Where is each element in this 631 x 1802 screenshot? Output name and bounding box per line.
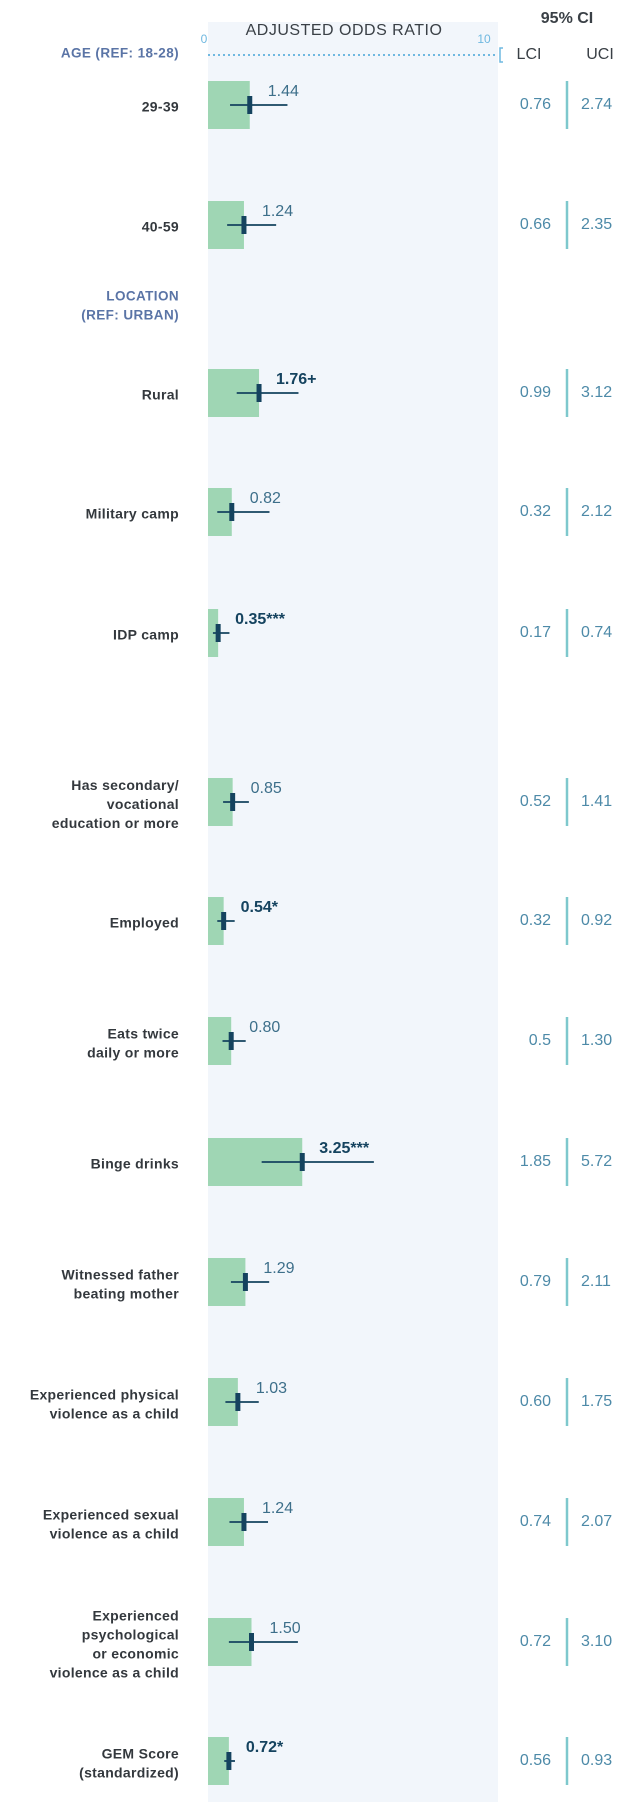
uci-header: UCI	[586, 46, 614, 63]
point-marker	[221, 912, 227, 930]
uci-label: 3.10	[581, 1633, 612, 1650]
lci-label: 0.79	[520, 1273, 551, 1290]
value-label: 1.29	[263, 1260, 294, 1277]
row-label: Rural	[142, 387, 179, 403]
point-marker	[241, 1513, 247, 1531]
bar	[208, 897, 224, 945]
row-label: Witnessed father beating mother	[62, 1266, 180, 1301]
row-label: IDP camp	[113, 627, 179, 643]
uci-label: 2.74	[581, 96, 612, 113]
value-label: 0.80	[249, 1019, 280, 1036]
row-label: 40-59	[142, 219, 179, 235]
ci-title: 95% CI	[541, 10, 593, 27]
group-header: AGE (REF: 18-28)	[61, 46, 179, 61]
lci-label: 0.5	[529, 1032, 551, 1049]
bar	[208, 1017, 232, 1065]
lci-label: 0.74	[520, 1513, 551, 1530]
row-label: 29-39	[142, 99, 179, 115]
lci-label: 1.85	[520, 1153, 551, 1170]
point-marker	[230, 793, 236, 811]
point-marker	[241, 216, 247, 234]
uci-label: 2.11	[581, 1273, 611, 1290]
uci-label: 2.07	[581, 1513, 612, 1530]
uci-label: 0.92	[581, 912, 612, 929]
uci-label: 5.72	[581, 1153, 612, 1170]
row-label: Has secondary/vocational education or mor…	[52, 777, 179, 831]
point-marker	[242, 1273, 248, 1291]
x-tick-label: 10	[477, 32, 491, 46]
point-marker	[256, 384, 262, 402]
uci-label: 1.41	[581, 793, 612, 810]
lci-label: 0.56	[520, 1752, 551, 1769]
uci-label: 3.12	[581, 384, 612, 401]
lci-label: 0.60	[520, 1393, 551, 1410]
value-label: 1.24	[262, 1500, 293, 1517]
plot-panel	[208, 22, 498, 1802]
point-marker	[299, 1153, 305, 1171]
row-label: Military camp	[86, 506, 179, 522]
x-tick-label: 0	[201, 32, 208, 46]
value-label: 1.76+	[276, 371, 316, 388]
value-label: 0.54*	[241, 899, 279, 916]
value-label: 1.50	[270, 1620, 301, 1637]
value-label: 0.85	[251, 780, 282, 797]
bar	[208, 1737, 229, 1785]
value-label: 3.25***	[319, 1140, 370, 1157]
value-label: 0.82	[250, 490, 281, 507]
point-marker	[235, 1393, 241, 1411]
point-marker	[226, 1752, 232, 1770]
uci-label: 1.75	[581, 1393, 612, 1410]
lci-label: 0.17	[520, 624, 551, 641]
row-label: GEM Score (standardized)	[79, 1745, 179, 1780]
value-label: 0.35***	[235, 611, 286, 628]
lci-label: 0.99	[520, 384, 551, 401]
point-marker	[228, 1032, 234, 1050]
value-label: 1.44	[268, 83, 299, 100]
lci-label: 0.66	[520, 216, 551, 233]
row-label: Eats twice daily or more	[87, 1025, 179, 1060]
row-label: Binge drinks	[91, 1156, 179, 1172]
lci-label: 0.32	[520, 912, 551, 929]
uci-label: 1.30	[581, 1032, 612, 1049]
lci-header: LCI	[517, 46, 542, 63]
lci-label: 0.76	[520, 96, 551, 113]
point-marker	[215, 624, 221, 642]
row-label: Employed	[110, 915, 179, 931]
uci-label: 2.12	[581, 503, 612, 520]
value-label: 1.24	[262, 203, 293, 220]
lci-label: 0.52	[520, 793, 551, 810]
uci-label: 2.35	[581, 216, 612, 233]
uci-label: 0.74	[581, 624, 612, 641]
uci-label: 0.93	[581, 1752, 612, 1769]
row-label: Experienced sexual violence as a child	[43, 1506, 179, 1541]
row-label: Experienced physical violence as a child	[30, 1386, 179, 1421]
point-marker	[249, 1633, 254, 1651]
lci-label: 0.72	[520, 1633, 551, 1650]
lci-label: 0.32	[520, 503, 551, 520]
value-label: 0.72*	[246, 1739, 284, 1756]
point-marker	[229, 503, 235, 521]
value-label: 1.03	[256, 1380, 287, 1397]
row-label: Experienced psychological or economic viole…	[50, 1607, 179, 1680]
axis-bracket	[499, 47, 503, 63]
chart-title: ADJUSTED ODDS RATIO	[246, 22, 443, 39]
point-marker	[247, 96, 253, 114]
group-header: LOCATION (REF: URBAN)	[81, 288, 179, 322]
